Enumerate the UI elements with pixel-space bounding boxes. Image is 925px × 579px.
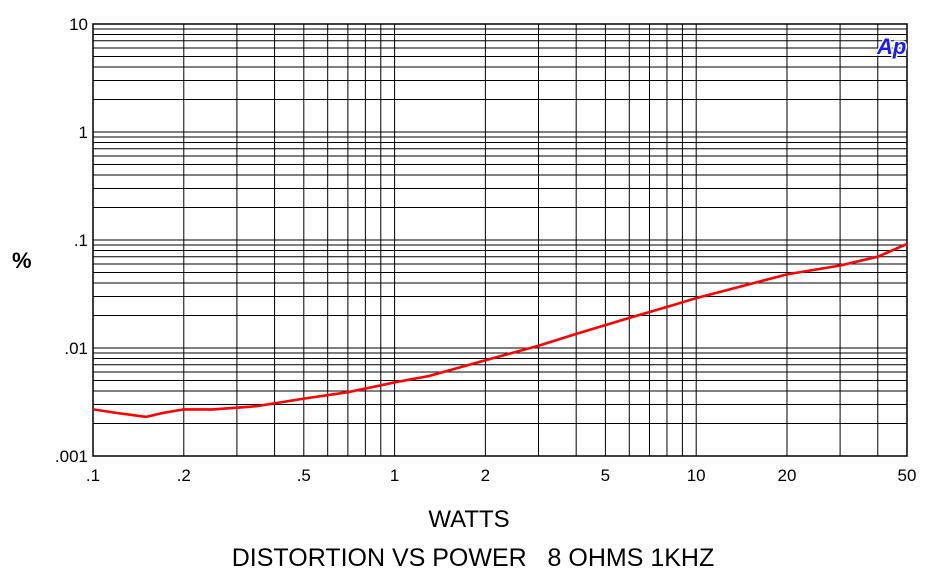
y-tick-labels: .001 .01 .1 1 10 — [55, 15, 88, 466]
y-tick-label: .1 — [74, 231, 88, 250]
x-tick-label: 10 — [687, 466, 706, 485]
y-tick-label: .01 — [64, 339, 88, 358]
x-axis-label: WATTS — [428, 506, 509, 533]
series-layer — [92, 242, 908, 419]
y-tick-label: 1 — [79, 123, 88, 142]
x-tick-label: .1 — [86, 466, 100, 485]
x-tick-label: .2 — [177, 466, 191, 485]
x-tick-label: 20 — [778, 466, 797, 485]
y-tick-label: .001 — [55, 447, 88, 466]
y-tick-label: 10 — [69, 15, 88, 34]
plot-frame — [92, 23, 908, 457]
chart-title: DISTORTION VS POWER 8 OHMS 1KHZ — [232, 544, 714, 572]
series-line — [92, 242, 908, 419]
ap-logo-text: Ap — [876, 34, 906, 59]
x-tick-labels: .1 .2 .5 1 2 5 10 20 50 — [86, 466, 917, 485]
x-tick-label: 5 — [601, 466, 610, 485]
plot-border — [92, 23, 908, 457]
x-tick-label: 2 — [481, 466, 490, 485]
x-tick-label: 1 — [390, 466, 399, 485]
grid — [92, 24, 908, 457]
ap-logo: Ap Ap — [875, 33, 908, 61]
x-tick-label: .5 — [297, 466, 311, 485]
y-axis-label: % — [12, 248, 32, 273]
ap-logo-outline: Ap — [876, 34, 906, 59]
x-tick-label: 50 — [898, 466, 917, 485]
